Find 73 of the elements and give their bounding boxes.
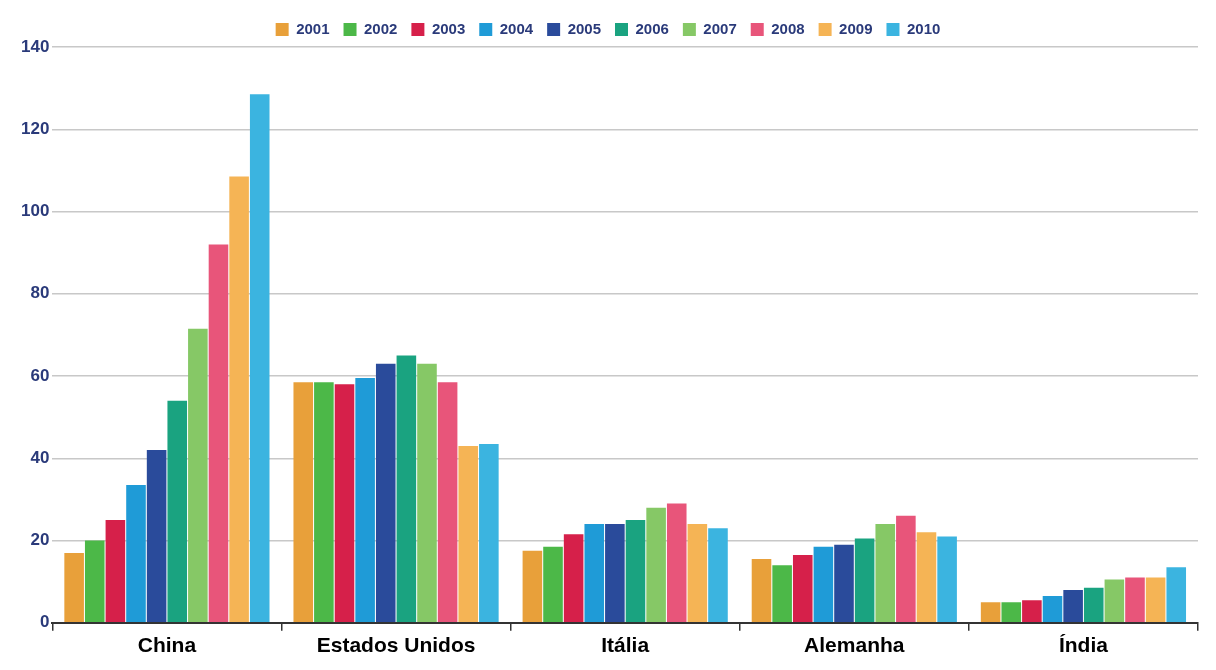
- y-tick-label: 120: [20, 118, 50, 138]
- bar: [293, 382, 314, 623]
- bar: [1001, 602, 1022, 623]
- bar: [687, 524, 708, 623]
- bar: [937, 536, 957, 623]
- y-tick-label: 60: [30, 365, 50, 385]
- bar: [1104, 579, 1125, 623]
- y-tick-label: 0: [39, 612, 50, 632]
- bar: [666, 503, 687, 623]
- bar: [875, 524, 896, 623]
- legend-label: 2005: [567, 19, 602, 37]
- bar: [916, 532, 937, 623]
- bar: [543, 546, 563, 623]
- bar: [834, 544, 854, 623]
- y-tick-label: 80: [30, 283, 50, 303]
- bar: [437, 382, 458, 623]
- bar: [334, 384, 355, 623]
- bar: [146, 450, 167, 623]
- bar: [772, 565, 792, 623]
- legend-label: 2006: [635, 19, 669, 37]
- bar: [584, 524, 605, 623]
- bar: [854, 538, 875, 623]
- x-tick-label: Alemanha: [804, 633, 905, 657]
- bar: [355, 378, 375, 623]
- bar: [188, 328, 208, 623]
- bar: [1083, 587, 1104, 623]
- x-tick-label: Índia: [1058, 633, 1109, 657]
- bar: [84, 540, 105, 623]
- bar: [1022, 600, 1042, 623]
- bar: [64, 552, 84, 623]
- bar: [458, 445, 479, 623]
- bar: [249, 94, 270, 623]
- legend-label: 2010: [906, 19, 941, 37]
- y-tick-label: 20: [30, 530, 50, 550]
- bar: [522, 550, 543, 623]
- bar: [1063, 589, 1083, 623]
- y-tick-label: 40: [30, 447, 50, 467]
- bar: [396, 355, 417, 623]
- bar: [314, 382, 334, 623]
- y-tick-label: 140: [20, 36, 50, 56]
- x-tick-label: Itália: [601, 633, 650, 657]
- legend-label: 2008: [771, 19, 805, 37]
- bar: [1166, 567, 1187, 623]
- legend-label: 2004: [499, 19, 534, 37]
- x-tick-label: China: [137, 633, 197, 657]
- legend-label: 2002: [364, 19, 398, 37]
- bar: [105, 519, 126, 623]
- y-tick-label: 100: [20, 201, 50, 221]
- bar: [479, 443, 499, 623]
- bar: [625, 519, 646, 623]
- bar: [1125, 577, 1145, 623]
- bar: [563, 534, 584, 623]
- bar: [792, 554, 813, 623]
- bar: [417, 363, 437, 623]
- bar: [605, 524, 625, 623]
- bar: [813, 546, 834, 623]
- legend-label: 2001: [296, 19, 330, 37]
- bar: [1145, 577, 1166, 623]
- bar: [980, 602, 1001, 623]
- legend-label: 2003: [431, 19, 466, 37]
- bar: [375, 363, 396, 623]
- bar: [708, 528, 728, 623]
- legend-label: 2007: [703, 19, 737, 37]
- bar: [229, 176, 249, 623]
- legend-label: 2009: [839, 19, 873, 37]
- x-tick-label: Estados Unidos: [316, 633, 476, 657]
- bar: [126, 485, 146, 623]
- bar: [896, 515, 916, 623]
- bar: [751, 559, 772, 623]
- bar: [208, 244, 229, 623]
- bar: [1042, 596, 1063, 623]
- bar: [167, 400, 188, 623]
- bar: [646, 507, 666, 623]
